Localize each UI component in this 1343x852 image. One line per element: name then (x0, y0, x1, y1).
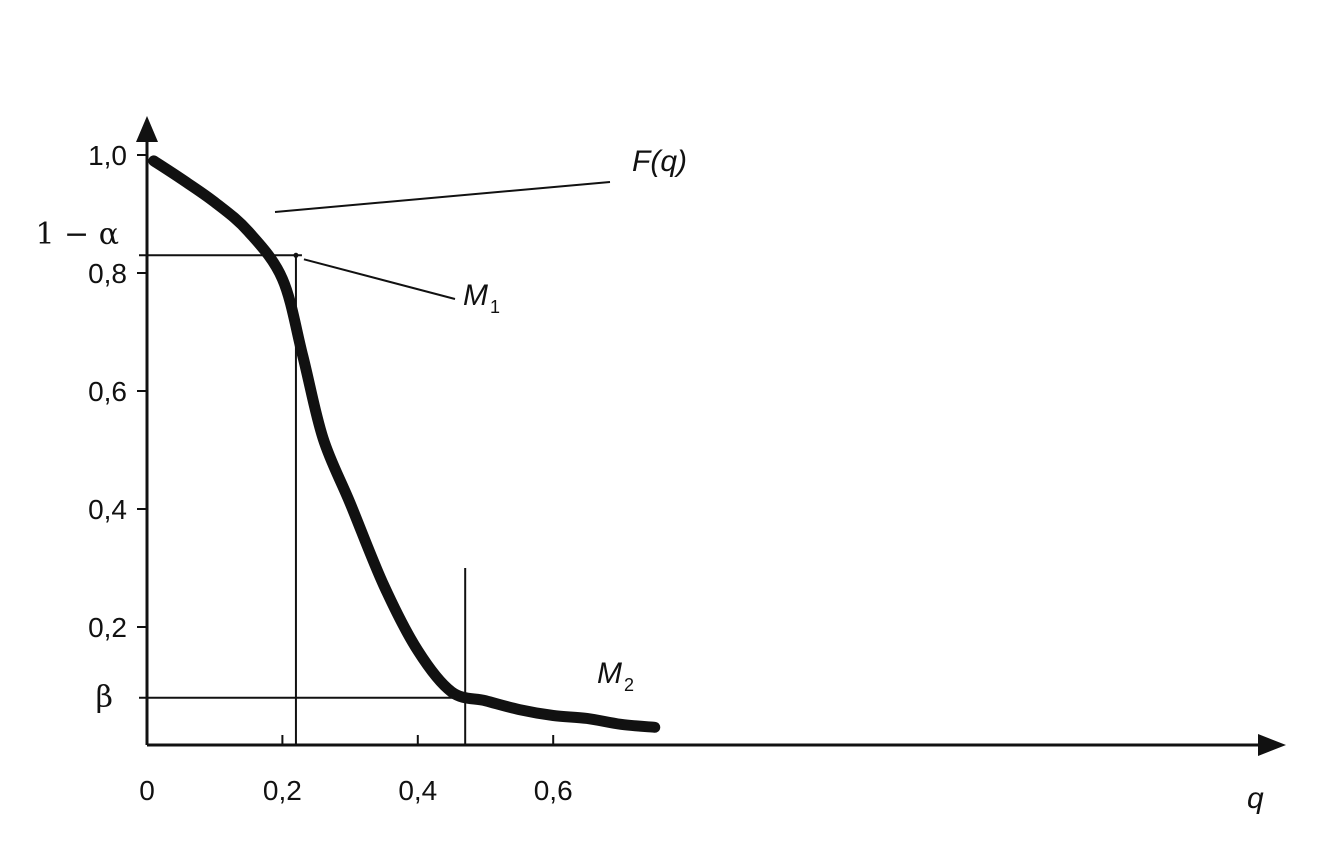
series-f-of-q-point-3 (248, 231, 250, 233)
y-tick-label-0: 1,0 (88, 140, 127, 171)
x-tick-label-1: 0,2 (263, 775, 302, 806)
m2-main: M (597, 657, 622, 690)
series-f-of-q-point-8 (383, 585, 385, 587)
series-f-of-q-point-14 (586, 717, 588, 719)
curve-label: F(q) (632, 145, 687, 178)
curve-label-leader (274, 181, 611, 213)
m1-point (293, 252, 299, 258)
x-tick-label-2: 0,4 (398, 775, 437, 806)
series-f-of-q-point-10 (451, 691, 453, 693)
axes: 0 0,2 0,4 0,6 1,0 0,8 0,6 0,4 0,2 (88, 116, 1286, 806)
x-axis-arrow (1258, 734, 1286, 756)
series-f-of-q-line (148, 155, 661, 733)
series (148, 155, 661, 733)
x-tick-label-3: 0,6 (534, 775, 573, 806)
series-f-of-q-point-1 (180, 178, 182, 180)
series-f-of-q-point-0 (153, 160, 155, 162)
series-f-of-q-point-2 (214, 201, 216, 203)
m1-subscript: 1 (490, 297, 500, 317)
reference-lines (139, 181, 611, 745)
series-f-of-q-point-7 (349, 502, 351, 504)
m1-main: M (463, 279, 488, 312)
series-f-of-q-point-15 (620, 723, 622, 725)
series-f-of-q-point-13 (552, 715, 554, 716)
y-tick-label-2: 0,6 (88, 376, 127, 407)
series-f-of-q-point-12 (518, 709, 520, 711)
y-axis-arrow (136, 116, 158, 142)
y-tick-label-1: 0,8 (88, 258, 127, 289)
series-f-of-q-point-11 (485, 700, 486, 702)
x-tick-label-0: 0 (139, 775, 155, 806)
beta-label: β (96, 680, 113, 715)
m1-leader (303, 258, 456, 300)
m2-subscript: 2 (624, 675, 634, 695)
series-f-of-q-point-16 (654, 726, 656, 728)
series-f-of-q-point-5 (302, 355, 304, 357)
y-tick-label-3: 0,4 (88, 494, 127, 525)
series-f-of-q-point-6 (322, 437, 324, 439)
series-f-of-q-point-4 (281, 278, 283, 280)
one-minus-alpha-label: 1 − α (35, 217, 119, 252)
y-tick-label-4: 0,2 (88, 612, 127, 643)
x-axis-label: q (1247, 782, 1264, 815)
series-f-of-q-point-9 (417, 650, 419, 652)
